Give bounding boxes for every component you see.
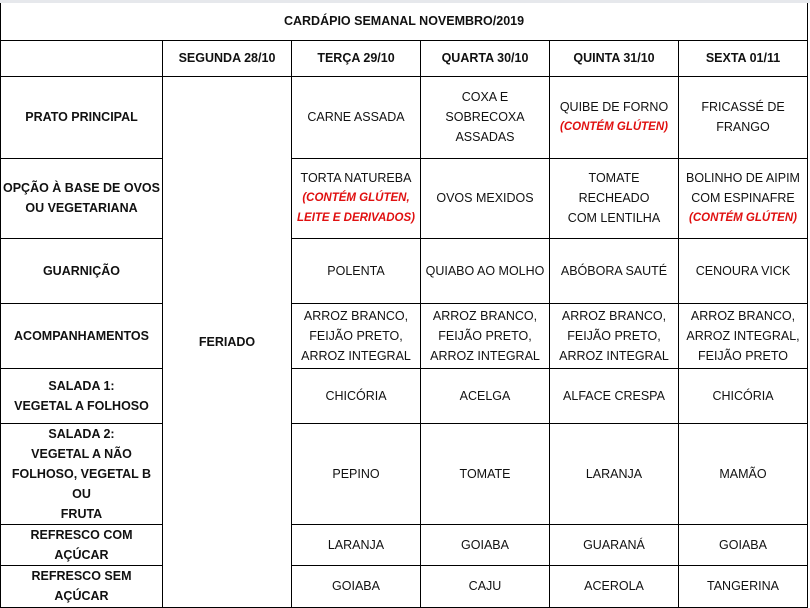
menu-cell: TOMATE <box>420 422 550 525</box>
dish-name: CHICÓRIA <box>712 388 774 403</box>
allergen-note: (CONTÉM GLÚTEN) <box>560 121 668 133</box>
dish-name: CARNE ASSADA <box>307 110 405 124</box>
dish-name: COXA E SOBRECOXA ASSADAS <box>445 90 525 144</box>
dish-name: ARROZ BRANCO, FEIJÃO PRETO, ARROZ INTEGR… <box>559 308 669 363</box>
dish-name: MAMÃO <box>719 466 767 481</box>
row-label: REFRESCO SEM AÇÚCAR <box>0 564 163 608</box>
menu-row: REFRESCO SEM AÇÚCAR GOIABA CAJU ACEROLA TANG… <box>0 564 809 608</box>
dish-name: GOIABA <box>461 537 509 552</box>
header-row: SEGUNDA 28/10 TERÇA 29/10 QUARTA 30/10 Q… <box>0 39 809 77</box>
weekly-menu-table: CARDÁPIO SEMANAL NOVEMBRO/2019 SEGUNDA 2… <box>0 3 809 608</box>
day-header: SEXTA 01/11 <box>677 39 809 77</box>
menu-cell: GOIABA <box>420 523 550 566</box>
menu-cell: MAMÃO <box>677 422 809 525</box>
dish-name: TOMATE RECHEADO COM LENTILHA <box>567 171 661 225</box>
menu-cell: GOIABA <box>677 523 809 566</box>
dish-name: ARROZ BRANCO, ARROZ INTEGRAL, FEIJÃO PRE… <box>686 308 800 363</box>
dish-name: CENOURA VICK <box>695 263 791 278</box>
menu-cell: CHICÓRIA <box>291 367 421 424</box>
dish-name: TANGERINA <box>707 579 780 593</box>
menu-cell: CHICÓRIA <box>677 367 809 424</box>
menu-cell: ABÓBORA SAUTÉ <box>549 237 679 304</box>
dish-name: ALFACE CRESPA <box>563 388 665 403</box>
row-label: SALADA 1: VEGETAL A FOLHOSO <box>0 367 163 424</box>
menu-cell: TANGERINA <box>677 564 809 608</box>
dish-name: LARANJA <box>585 466 643 481</box>
menu-cell: POLENTA <box>291 237 421 304</box>
menu-cell: CENOURA VICK <box>677 237 809 304</box>
menu-cell: CARNE ASSADA <box>291 75 421 159</box>
dish-name: POLENTA <box>327 263 385 278</box>
dish-name: GOIABA <box>719 537 767 552</box>
allergen-note: (CONTÉM GLÚTEN) <box>689 212 797 224</box>
menu-cell: GOIABA <box>291 564 421 608</box>
dish-name: TOMATE <box>459 466 511 481</box>
day-header: QUINTA 31/10 <box>549 39 679 77</box>
top-strip <box>0 0 810 3</box>
holiday-cell: FERIADO <box>162 75 292 608</box>
dish-name: LARANJA <box>327 537 385 552</box>
menu-cell: COXA E SOBRECOXA ASSADAS <box>420 75 550 159</box>
menu-cell: ARROZ BRANCO, ARROZ INTEGRAL, FEIJÃO PRE… <box>677 302 809 369</box>
dish-name: CAJU <box>468 579 502 593</box>
menu-row: OPÇÃO À BASE DE OVOS OU VEGETARIANA TORTA… <box>0 157 809 239</box>
menu-cell: CAJU <box>420 564 550 608</box>
day-header: SEGUNDA 28/10 <box>162 39 292 77</box>
dish-name: ARROZ BRANCO, FEIJÃO PRETO, ARROZ INTEGR… <box>430 308 540 363</box>
menu-row: SALADA 1: VEGETAL A FOLHOSO CHICÓRIA ACELG… <box>0 367 809 424</box>
menu-row: REFRESCO COM AÇÚCAR LARANJA GOIABA GUARANÁ G… <box>0 523 809 566</box>
menu-cell: QUIBE DE FORNO (CONTÉM GLÚTEN) <box>549 75 679 159</box>
menu-cell: LARANJA <box>291 523 421 566</box>
dish-name: ABÓBORA SAUTÉ <box>560 263 668 278</box>
menu-cell: LARANJA <box>549 422 679 525</box>
dish-name: ACEROLA <box>584 579 644 593</box>
menu-cell: GUARANÁ <box>549 523 679 566</box>
dish-name: CHICÓRIA <box>325 388 387 403</box>
menu-cell: ACELGA <box>420 367 550 424</box>
row-label: SALADA 2: VEGETAL A NÃO FOLHOSO, VEGETAL… <box>0 422 163 525</box>
menu-cell: OVOS MEXIDOS <box>420 157 550 239</box>
dish-name: GOIABA <box>332 579 380 593</box>
dish-name: ARROZ BRANCO, FEIJÃO PRETO, ARROZ INTEGR… <box>301 308 411 363</box>
dish-name: TORTA NATUREBA <box>300 171 412 185</box>
row-label: REFRESCO COM AÇÚCAR <box>0 523 163 566</box>
menu-cell: QUIABO AO MOLHO <box>420 237 550 304</box>
menu-cell: ARROZ BRANCO, FEIJÃO PRETO, ARROZ INTEGR… <box>549 302 679 369</box>
menu-cell: ACEROLA <box>549 564 679 608</box>
corner-cell <box>0 39 163 77</box>
row-label: ACOMPANHAMENTOS <box>0 302 163 369</box>
menu-cell: TOMATE RECHEADO COM LENTILHA <box>549 157 679 239</box>
dish-name: OVOS MEXIDOS <box>436 191 534 205</box>
dish-name: QUIBE DE FORNO <box>559 100 669 114</box>
menu-title: CARDÁPIO SEMANAL NOVEMBRO/2019 <box>0 3 809 41</box>
day-header: QUARTA 30/10 <box>420 39 550 77</box>
menu-cell: ALFACE CRESPA <box>549 367 679 424</box>
menu-row: GUARNIÇÃO POLENTA QUIABO AO MOLHO ABÓBORA S… <box>0 237 809 304</box>
menu-cell: PEPINO <box>291 422 421 525</box>
dish-name: QUIABO AO MOLHO <box>425 263 545 278</box>
row-label: OPÇÃO À BASE DE OVOS OU VEGETARIANA <box>0 157 163 239</box>
row-label: GUARNIÇÃO <box>0 237 163 304</box>
menu-cell: BOLINHO DE AIPIM COM ESPINAFRE (CONTÉM GL… <box>677 157 809 239</box>
menu-cell: FRICASSÉ DE FRANGO <box>677 75 809 159</box>
dish-name: FRICASSÉ DE FRANGO <box>701 100 785 134</box>
allergen-note: (CONTÉM GLÚTEN, LEITE E DERIVADOS) <box>297 192 415 224</box>
dish-name: GUARANÁ <box>583 537 645 552</box>
menu-cell: ARROZ BRANCO, FEIJÃO PRETO, ARROZ INTEGR… <box>420 302 550 369</box>
day-header: TERÇA 29/10 <box>291 39 421 77</box>
dish-name: BOLINHO DE AIPIM COM ESPINAFRE <box>686 171 800 205</box>
menu-row: PRATO PRINCIPAL FERIADO CARNE ASSADA COXA E… <box>0 75 809 608</box>
menu-cell: ARROZ BRANCO, FEIJÃO PRETO, ARROZ INTEGR… <box>291 302 421 369</box>
menu-row: SALADA 2: VEGETAL A NÃO FOLHOSO, VEGETAL… <box>0 422 809 525</box>
dish-name: PEPINO <box>332 466 380 481</box>
row-label: PRATO PRINCIPAL <box>0 75 163 159</box>
dish-name: ACELGA <box>459 388 511 403</box>
menu-cell: TORTA NATUREBA (CONTÉM GLÚTEN, LEITE E DE… <box>291 157 421 239</box>
menu-row: ACOMPANHAMENTOS ARROZ BRANCO, FEIJÃO PRET… <box>0 302 809 369</box>
